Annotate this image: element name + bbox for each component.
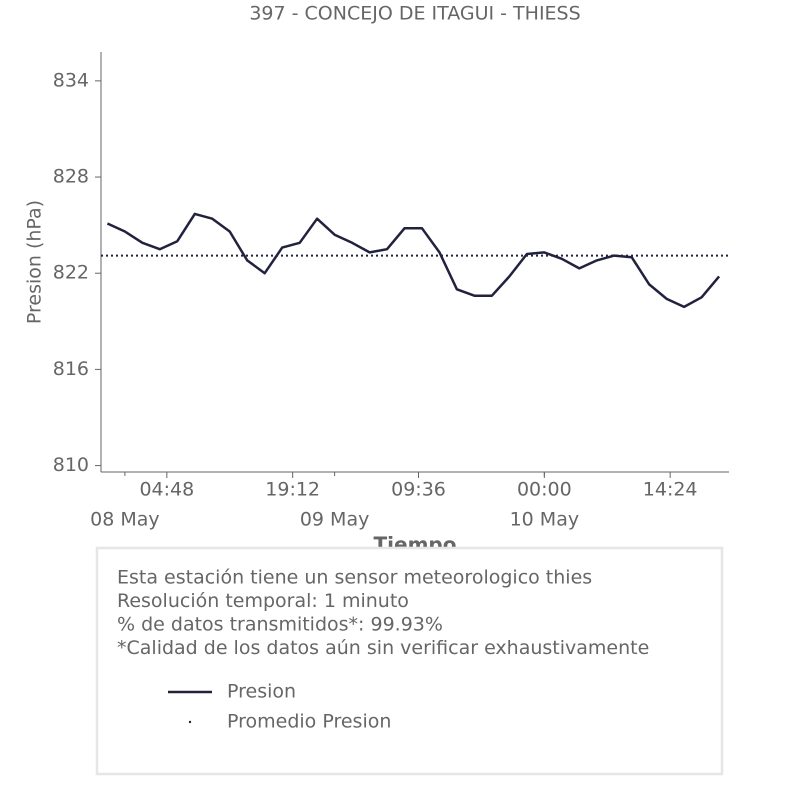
y-tick-label: 822 bbox=[53, 262, 89, 284]
x-tick-label: 19:12 bbox=[265, 479, 320, 501]
x-date-label: 10 May bbox=[510, 509, 580, 531]
x-date-label: 08 May bbox=[90, 509, 160, 531]
y-tick-label: 834 bbox=[53, 69, 89, 91]
note-text: *Calidad de los datos aún sin verificar … bbox=[117, 637, 649, 659]
y-tick-label: 816 bbox=[53, 358, 89, 380]
legend-label: Presion bbox=[227, 681, 296, 703]
x-tick-label: 14:24 bbox=[643, 479, 698, 501]
note-text: % de datos transmitidos*: 99.93% bbox=[117, 614, 443, 636]
x-date-label: 09 May bbox=[300, 509, 370, 531]
legend-label: Promedio Presion bbox=[227, 711, 391, 733]
y-tick-label: 828 bbox=[53, 166, 89, 188]
x-tick-label: 04:48 bbox=[139, 479, 194, 501]
y-tick-label: 810 bbox=[53, 454, 89, 476]
note-text: Esta estación tiene un sensor meteorolog… bbox=[117, 567, 592, 589]
x-tick-label: 09:36 bbox=[391, 479, 446, 501]
chart-title: 397 - CONCEJO DE ITAGUI - THIESS bbox=[249, 3, 580, 25]
x-tick-label: 00:00 bbox=[517, 479, 572, 501]
legend-dot bbox=[188, 720, 192, 724]
y-axis-label: Presion (hPa) bbox=[24, 200, 46, 324]
line-series bbox=[106, 212, 721, 309]
note-text: Resolución temporal: 1 minuto bbox=[117, 590, 409, 612]
note-box bbox=[95, 546, 724, 776]
